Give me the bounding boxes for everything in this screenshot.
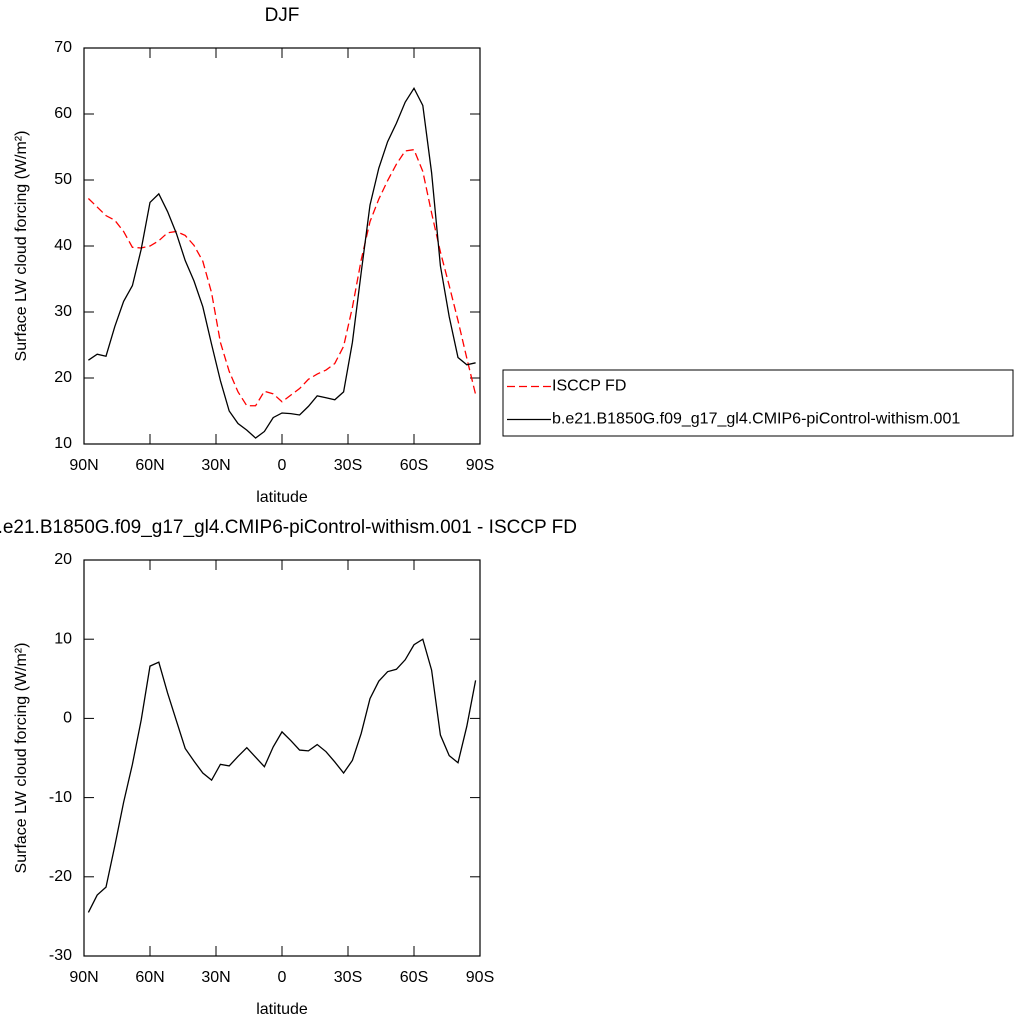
x-tick-label: 90N xyxy=(69,457,98,474)
y-tick-label: 10 xyxy=(54,630,72,647)
x-tick-label: 90S xyxy=(466,969,494,986)
plot-frame xyxy=(83,47,481,445)
y-tick-label: 60 xyxy=(54,105,72,122)
x-tick-label: 90S xyxy=(466,457,494,474)
y-tick-label: -30 xyxy=(49,947,72,964)
x-tick-label: 90N xyxy=(69,969,98,986)
series-line xyxy=(88,86,476,439)
y-axis-label: Surface LW cloud forcing (W/m²) xyxy=(13,131,30,362)
y-axis-label: Surface LW cloud forcing (W/m²) xyxy=(13,643,30,874)
y-tick-label: 40 xyxy=(54,237,72,254)
x-axis-label: latitude xyxy=(256,489,308,506)
y-tick-label: 70 xyxy=(54,39,72,56)
chart-title: b.e21.B1850G.f09_g17_gl4.CMIP6-piControl… xyxy=(0,517,577,538)
x-tick-label: 30N xyxy=(201,457,230,474)
legend-label: ISCCP FD xyxy=(552,378,626,395)
y-tick-label: 50 xyxy=(54,171,72,188)
x-tick-label: 60N xyxy=(135,969,164,986)
plot: b.e21.B1850G.f09_g17_gl4.CMIP6-piControl… xyxy=(0,517,577,1018)
y-tick-label: -20 xyxy=(49,868,72,885)
x-tick-label: 60N xyxy=(135,457,164,474)
legend-box xyxy=(502,369,1014,437)
series-line xyxy=(87,148,477,407)
x-tick-label: 30S xyxy=(334,969,362,986)
chart-title: DJF xyxy=(265,5,300,26)
y-tick-label: 20 xyxy=(54,551,72,568)
x-tick-label: 60S xyxy=(400,457,428,474)
plot: DJF 10 20 30 40 50 60 70 90N 60N 30N 0 30S 60S 90S lati… xyxy=(13,5,1014,506)
x-tick-label: 30N xyxy=(201,969,230,986)
x-tick-label: 0 xyxy=(278,969,287,986)
series-line xyxy=(87,638,477,913)
y-tick-label: 0 xyxy=(63,710,72,727)
x-tick-label: 60S xyxy=(400,969,428,986)
x-tick-label: 30S xyxy=(334,457,362,474)
y-tick-label: 20 xyxy=(54,369,72,386)
y-tick-label: 10 xyxy=(54,435,72,452)
legend-label: b.e21.B1850G.f09_g17_gl4.CMIP6-piControl… xyxy=(552,411,960,428)
y-tick-label: 30 xyxy=(54,303,72,320)
x-tick-label: 0 xyxy=(278,457,287,474)
x-axis-label: latitude xyxy=(256,1001,308,1018)
plot-frame xyxy=(83,559,481,957)
y-tick-label: -10 xyxy=(49,789,72,806)
